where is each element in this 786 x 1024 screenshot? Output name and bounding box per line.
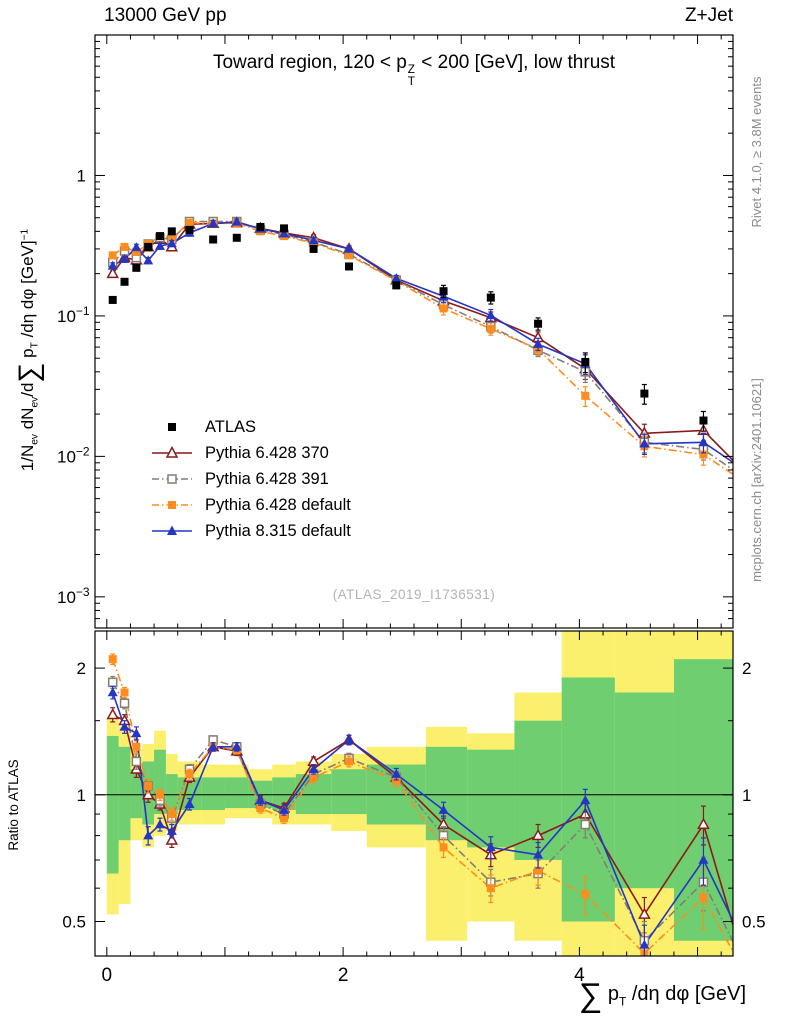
svg-text:1: 1 [77,166,86,185]
legend-item-pythia8-default: Pythia 8.315 default [150,518,351,544]
beam-energy-label: 13000 GeV pp [104,5,227,26]
svg-text:2: 2 [742,659,751,678]
legend-marker-pythia6-391-icon [152,474,192,484]
process-label: Z+Jet [684,5,733,26]
svg-text:1: 1 [742,786,751,805]
legend-marker-pythia8-default-icon [152,525,192,535]
legend-item-pythia6-default: Pythia 6.428 default [150,492,351,518]
svg-text:10−1: 10−1 [57,304,90,326]
sum-symbol: ∑ [13,362,44,383]
legend: ATLAS Pythia 6.428 370 Pythia 6.428 391 … [150,414,351,544]
svg-text:2: 2 [77,659,86,678]
legend-marker-atlas-icon [168,423,176,431]
legend-label: Pythia 6.428 default [205,495,351,514]
legend-item-pythia6-370: Pythia 6.428 370 [150,440,351,466]
svg-text:10−3: 10−3 [57,585,90,607]
legend-item-atlas: ATLAS [150,414,351,440]
legend-label: Pythia 6.428 370 [205,443,329,462]
svg-text:0.5: 0.5 [62,912,86,931]
analysis-id-watermark: (ATLAS_2019_I1736531) [332,587,496,602]
svg-text:0: 0 [102,965,113,986]
legend-label: Pythia 8.315 default [205,521,351,540]
svg-text:1: 1 [77,786,86,805]
legend-marker-pythia6-370-icon [152,445,192,458]
svg-text:10−2: 10−2 [57,444,90,466]
y-axis-label: 1/Nev dNev/d∑ pT /dη dφ [GeV]−1 [13,228,44,472]
svg-text:4: 4 [574,965,585,986]
legend-label: Pythia 6.428 391 [205,469,329,488]
legend-marker-pythia6-default-icon [152,501,192,509]
plot-title-text: Toward region, 120 < p [212,52,407,73]
svg-text:0.5: 0.5 [742,912,766,931]
sum-symbol: ∑ [578,976,603,1013]
ratio-axis-label: Ratio to ATLAS [6,759,21,851]
legend-item-pythia6-391: Pythia 6.428 391 [150,466,351,492]
mcplots-reference-note: mcplots.cern.ch [arXiv:2401.10621] [749,378,764,582]
legend-label: ATLAS [205,417,257,436]
x-axis-label: ∑ pT /dη dφ [GeV] [578,976,746,1013]
svg-text:2: 2 [338,965,349,986]
rivet-version-note: Rivet 4.1.0, ≥ 3.8M events [749,76,764,228]
